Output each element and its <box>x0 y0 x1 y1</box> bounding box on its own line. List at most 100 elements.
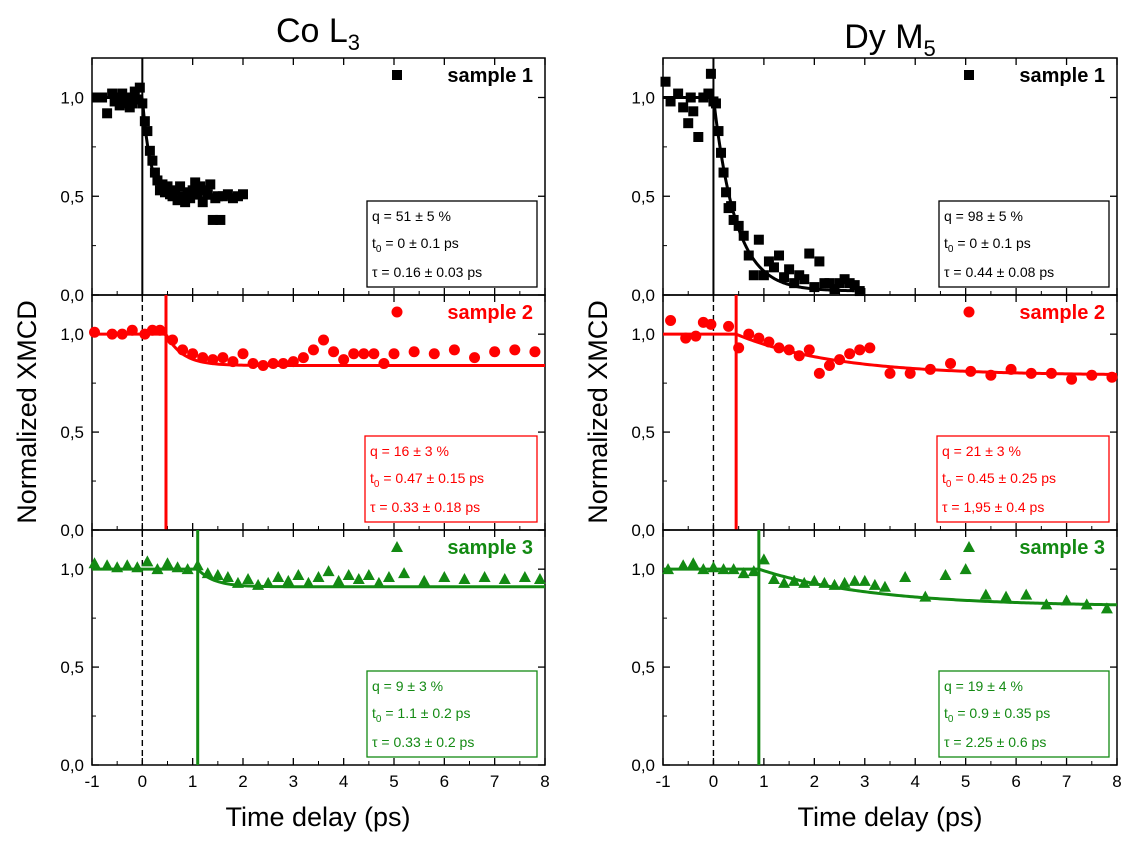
data-point <box>111 561 124 573</box>
x-tick-label: 3 <box>860 772 869 791</box>
data-point <box>767 572 780 584</box>
data-point <box>1020 588 1033 600</box>
data-point <box>753 234 764 245</box>
data-point <box>137 98 148 109</box>
data-point <box>157 179 168 190</box>
data-point <box>743 250 754 261</box>
legend-marker <box>963 541 975 552</box>
data-point <box>680 332 692 344</box>
data-point <box>378 358 390 370</box>
y-tick-label: 0,0 <box>631 521 655 540</box>
x-tick-label: 8 <box>1112 772 1121 791</box>
data-point <box>182 187 193 198</box>
data-point <box>312 571 325 582</box>
data-point <box>328 346 340 358</box>
data-point <box>302 576 315 588</box>
data-point <box>813 367 825 379</box>
annotation-t0: t0 = 0 ± 0.1 ps <box>944 235 1031 255</box>
data-point <box>159 187 170 198</box>
legend-label: sample 1 <box>447 65 533 87</box>
data-point <box>799 274 810 285</box>
data-point <box>478 571 491 582</box>
data-point <box>171 561 184 573</box>
data-point <box>131 561 144 573</box>
fit-annotation: q = 98 ± 5 % t0 = 0 ± 0.1 ps τ = 0.44 ± 0.… <box>938 200 1110 288</box>
data-point <box>191 559 204 571</box>
data-point <box>1060 594 1073 606</box>
data-point <box>149 167 160 178</box>
panel-0-1: 0,0 0,5 1,0 sample 2 q = 16 ± 3 % t0 = 0.47 ±… <box>60 294 546 540</box>
data-point <box>207 214 218 225</box>
title-dy-subscript: 5 <box>924 36 936 61</box>
data-point <box>252 578 265 590</box>
data-point <box>152 175 163 186</box>
data-point <box>685 92 696 103</box>
annotation-box <box>366 670 538 758</box>
data-point <box>818 576 831 588</box>
data-point <box>758 270 769 281</box>
data-point <box>808 574 821 586</box>
data-point <box>793 350 805 362</box>
data-point <box>677 559 690 571</box>
data-point <box>88 557 101 569</box>
y-tick-label: 1,0 <box>60 325 84 344</box>
data-point <box>1080 598 1093 610</box>
fit-curve <box>663 567 1118 607</box>
data-point <box>665 96 676 107</box>
data-point <box>804 248 815 259</box>
data-point <box>727 563 740 575</box>
data-point <box>112 92 123 103</box>
legend-label: sample 1 <box>1019 65 1105 87</box>
data-point <box>262 576 275 588</box>
data-point <box>854 286 865 297</box>
data-point <box>828 578 841 590</box>
data-point <box>673 88 684 99</box>
data-point <box>854 344 866 356</box>
data-point <box>102 108 113 119</box>
data-point <box>448 344 460 356</box>
legend-marker <box>392 70 402 80</box>
data-point <box>728 214 739 225</box>
data-point <box>97 92 108 103</box>
data-point <box>945 358 957 370</box>
data-point <box>122 92 133 103</box>
data-point <box>247 358 259 370</box>
data-point <box>205 179 216 190</box>
data-point <box>428 348 440 360</box>
data-point <box>834 278 845 289</box>
data-point <box>227 193 238 204</box>
annotation-box <box>938 670 1110 758</box>
data-point <box>509 344 521 356</box>
data-point <box>89 326 101 338</box>
y-tick-label: 0,5 <box>60 187 84 206</box>
data-point <box>707 561 720 573</box>
data-point <box>737 567 750 579</box>
annotation-t0: t0 = 1.1 ± 0.2 ps <box>372 705 470 725</box>
y-tick-label: 1,0 <box>631 325 655 344</box>
data-point <box>202 189 213 200</box>
annotation-tau: τ = 0.16 ± 0.03 ps <box>372 264 482 280</box>
annotation-q: q = 16 ± 3 % <box>370 443 449 459</box>
data-point <box>698 92 709 103</box>
title-co: Co L3 <box>276 12 360 55</box>
annotation-q: q = 98 ± 5 % <box>944 208 1023 224</box>
xlabel-left: Time delay (ps) <box>225 802 410 832</box>
data-point <box>185 193 196 204</box>
data-point <box>823 360 835 371</box>
annotation-box <box>936 435 1110 523</box>
title-dy: Dy M5 <box>844 18 936 61</box>
data-point <box>151 563 164 575</box>
data-point <box>232 191 243 202</box>
annotation-t0: t0 = 0 ± 0.1 ps <box>372 235 459 255</box>
data-point <box>683 118 694 129</box>
fit-curve <box>92 332 545 367</box>
data-point <box>803 344 815 356</box>
data-point <box>768 262 779 273</box>
data-point <box>338 354 350 366</box>
data-point <box>783 344 795 356</box>
data-point <box>362 569 375 581</box>
data-point <box>161 557 174 569</box>
x-tick-label: 3 <box>289 772 298 791</box>
data-point <box>985 369 997 381</box>
fit-annotation: q = 21 ± 3 % t0 = 0.45 ± 0.25 ps τ = 1,95 … <box>936 435 1110 523</box>
